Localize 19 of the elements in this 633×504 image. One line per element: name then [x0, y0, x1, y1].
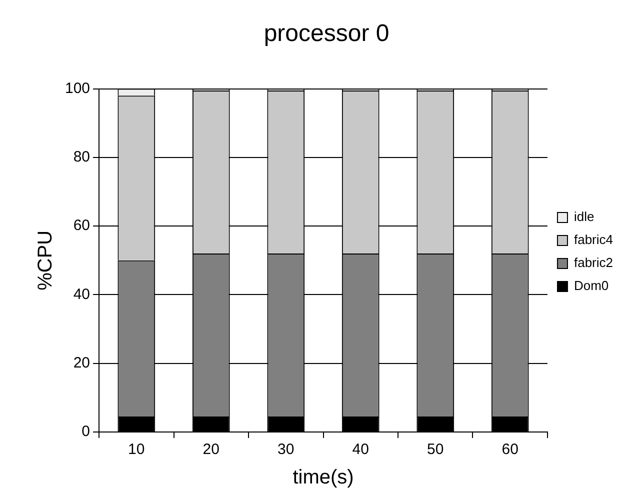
- y-tick-label: 80: [73, 148, 90, 166]
- x-tick-label: 20: [202, 441, 220, 458]
- legend-label: idle: [574, 209, 594, 224]
- x-tick-label: 40: [352, 441, 369, 458]
- y-tick-label: 40: [73, 286, 90, 303]
- legend-label: Dom0: [574, 278, 609, 294]
- legend-label: fabric4: [574, 232, 614, 248]
- x-tick-label: 50: [427, 441, 444, 458]
- y-tick-label: 20: [73, 354, 90, 372]
- x-tick-label: 60: [502, 441, 518, 458]
- legend-label: fabric2: [574, 255, 614, 270]
- y-axis-title: %CPU: [34, 230, 57, 290]
- x-tick-label: 30: [278, 441, 294, 458]
- chart-title: processor 0: [264, 20, 390, 48]
- y-tick-label: 0: [82, 423, 90, 440]
- y-tick-label: 100: [64, 80, 90, 97]
- y-tick-label: 60: [73, 217, 90, 234]
- x-axis-title: time(s): [292, 466, 354, 489]
- x-tick-label: 10: [128, 441, 145, 458]
